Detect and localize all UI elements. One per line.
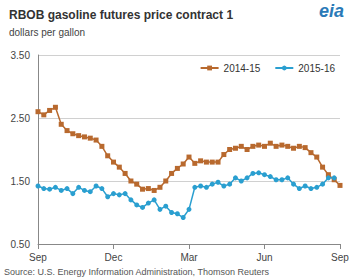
svg-text:Mar: Mar [180, 252, 198, 263]
svg-text:Dec: Dec [105, 252, 123, 263]
svg-text:2.50: 2.50 [11, 113, 31, 124]
svg-text:2014-15: 2014-15 [224, 63, 261, 74]
svg-text:Jun: Jun [256, 252, 272, 263]
svg-text:Sep: Sep [29, 252, 47, 263]
svg-text:3.50: 3.50 [11, 50, 31, 61]
svg-text:eia: eia [319, 1, 344, 21]
svg-text:0.50: 0.50 [11, 239, 31, 250]
svg-text:dollars per gallon: dollars per gallon [9, 27, 85, 38]
svg-text:Source: U.S. Energy Informatio: Source: U.S. Energy Information Administ… [4, 267, 269, 277]
svg-text:Sep: Sep [331, 252, 349, 263]
svg-text:RBOB gasoline futures price co: RBOB gasoline futures price contract 1 [9, 8, 233, 22]
svg-text:2015-16: 2015-16 [298, 63, 335, 74]
svg-text:1.50: 1.50 [11, 176, 31, 187]
